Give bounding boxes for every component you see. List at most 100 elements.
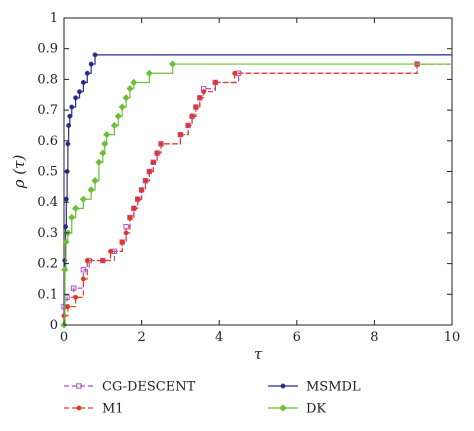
data-point: [118, 103, 126, 111]
data-point: [158, 141, 164, 147]
x-axis-label: τ: [254, 345, 263, 363]
data-point: [110, 121, 119, 130]
legend-item: DK: [268, 402, 326, 417]
data-point: [127, 215, 133, 221]
data-point: [80, 80, 86, 85]
data-point: [63, 224, 69, 230]
legend-label: M1: [102, 402, 124, 417]
data-point: [63, 196, 69, 202]
data-point: [80, 267, 87, 273]
data-point: [177, 132, 183, 138]
x-tick-label: 0: [60, 330, 68, 345]
series-line: [64, 63, 452, 326]
data-point: [126, 85, 134, 93]
series-layer: [60, 52, 452, 329]
legend-marker: [76, 405, 82, 411]
legend-item: CG-DESCENT: [64, 380, 196, 395]
data-point: [69, 104, 75, 110]
data-point: [212, 80, 218, 85]
data-point: [100, 258, 106, 263]
data-point: [67, 113, 73, 119]
data-point: [169, 60, 177, 68]
legend-marker: [76, 383, 82, 389]
data-point: [65, 304, 71, 310]
data-point: [154, 150, 160, 156]
y-tick-label: 0.9: [37, 42, 58, 57]
y-tick-label: 0: [50, 318, 58, 333]
data-point: [139, 187, 145, 193]
x-tick-label: 6: [293, 330, 301, 345]
data-point: [84, 70, 90, 76]
x-tick-label: 10: [444, 330, 461, 345]
y-tick-label: 0.4: [37, 195, 58, 210]
data-point: [73, 95, 79, 101]
data-point: [146, 169, 152, 174]
data-point: [131, 205, 137, 211]
data-point: [197, 95, 203, 101]
data-point: [130, 78, 138, 87]
data-point: [193, 104, 199, 110]
series-msmdl: [61, 52, 452, 328]
y-tick-label: 1: [50, 11, 58, 26]
series-m1: [61, 61, 452, 319]
legend-item: MSMDL: [268, 380, 361, 395]
data-point: [72, 204, 80, 212]
data-point: [92, 52, 98, 58]
x-tick-label: 2: [137, 330, 145, 345]
data-point: [80, 276, 86, 282]
legend-label: MSMDL: [306, 380, 361, 395]
data-point: [91, 177, 99, 185]
data-point: [84, 258, 90, 263]
y-tick-label: 0.8: [37, 72, 58, 87]
axes-layer: 0 2 4 6 8 10 0 0.1 0.2 0.3 0.4 0.5 0.6 0.7 0.8 0.9 1: [37, 11, 460, 345]
data-point: [114, 112, 122, 120]
data-point: [79, 195, 87, 203]
y-tick-label: 0.6: [37, 134, 58, 149]
data-point: [232, 70, 238, 76]
data-point: [61, 266, 69, 274]
y-tick-label: 0.7: [37, 103, 58, 118]
legend-marker: [280, 383, 286, 389]
data-point: [101, 140, 109, 148]
y-axis-label: ρ (τ): [10, 155, 28, 190]
data-point: [77, 89, 82, 95]
series-line: [64, 54, 452, 326]
series-cg-descent: [61, 61, 452, 310]
data-point: [119, 239, 125, 245]
data-point: [201, 89, 207, 95]
data-point: [189, 113, 195, 119]
data-point: [103, 131, 111, 139]
legend-label: DK: [306, 402, 326, 417]
data-point: [71, 285, 77, 291]
series-dk: [60, 60, 452, 329]
x-tick-label: 8: [370, 330, 378, 345]
data-point: [123, 230, 129, 236]
data-point: [150, 159, 156, 165]
data-point: [145, 69, 153, 77]
y-tick-label: 0.2: [37, 257, 58, 272]
data-point: [73, 294, 79, 300]
series-line: [64, 63, 452, 317]
data-point: [123, 224, 129, 230]
y-tick-label: 0.1: [37, 287, 58, 302]
data-point: [66, 123, 72, 128]
data-point: [88, 61, 94, 67]
data-point: [87, 186, 95, 194]
data-point: [185, 123, 191, 128]
data-point: [68, 213, 76, 222]
data-point: [95, 158, 103, 166]
data-point: [135, 196, 141, 202]
data-point: [143, 178, 148, 184]
data-point: [99, 149, 107, 157]
legend-label: CG-DESCENT: [102, 380, 196, 395]
legend-marker: [279, 404, 287, 412]
y-tick-label: 0.5: [37, 165, 58, 180]
legend-item: M1: [64, 402, 124, 417]
data-point: [122, 94, 130, 102]
data-point: [62, 238, 70, 246]
data-point: [61, 313, 67, 319]
series-line: [64, 63, 452, 308]
x-tick-label: 4: [215, 330, 223, 345]
data-point: [65, 141, 71, 147]
